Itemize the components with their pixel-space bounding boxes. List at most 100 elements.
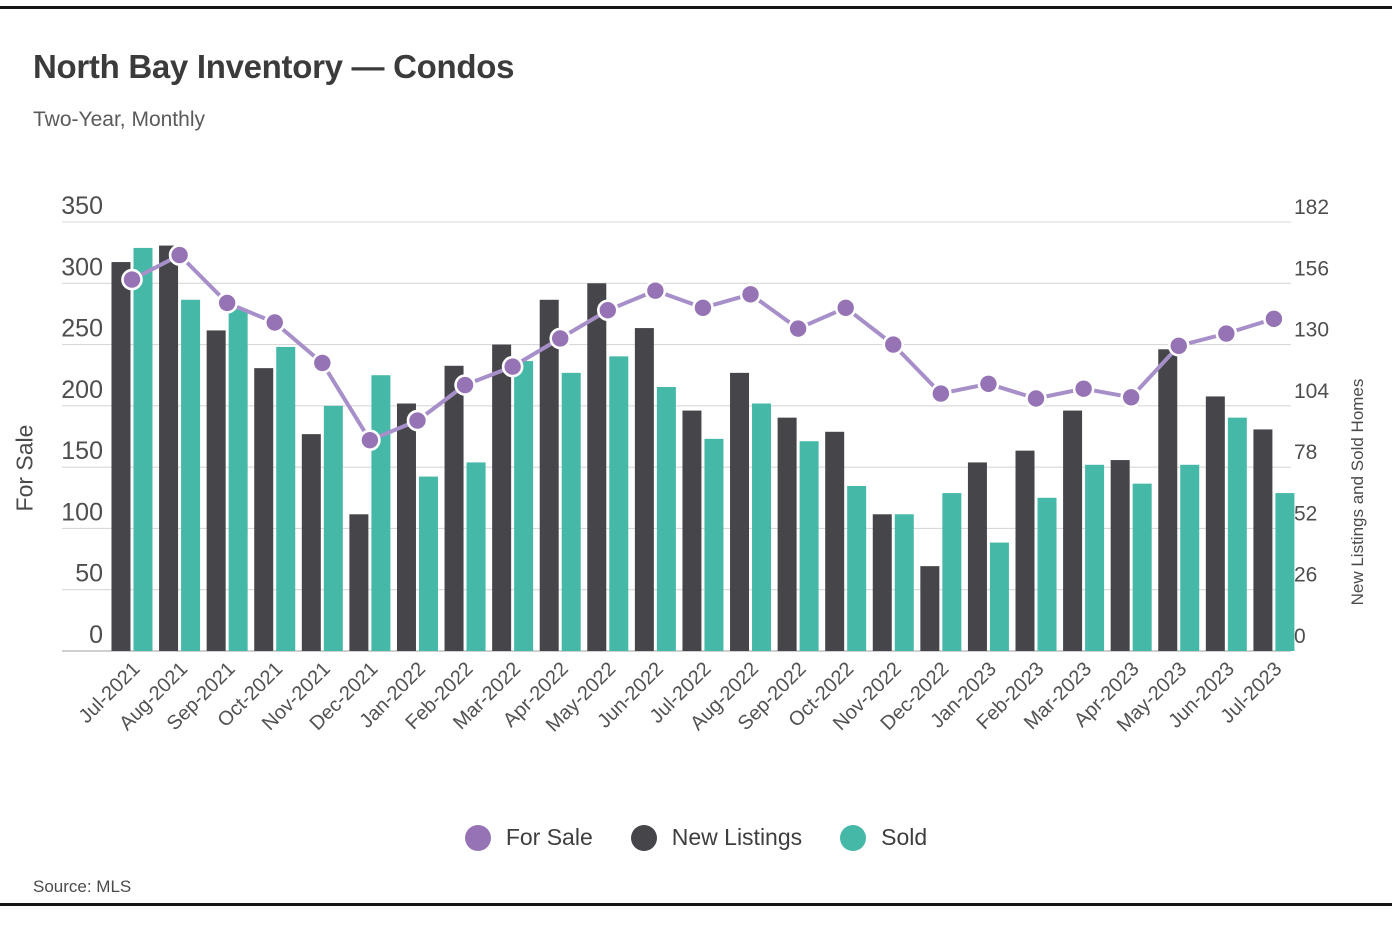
left-tick-label: 250: [61, 315, 103, 343]
source-note: Source: MLS: [33, 877, 132, 896]
left-axis-title: For Sale: [11, 424, 38, 512]
left-tick-label: 50: [75, 560, 103, 588]
sold-swatch-icon: [840, 824, 867, 851]
bar: [133, 247, 153, 651]
bar-series-new-listings: [111, 245, 1273, 652]
bar: [1253, 429, 1273, 651]
bar: [920, 566, 940, 651]
bar: [872, 514, 892, 651]
data-point: [644, 279, 667, 302]
bar: [466, 462, 486, 651]
new-listings-swatch-icon: [630, 824, 657, 851]
bar: [1275, 493, 1295, 651]
bar: [967, 462, 987, 651]
right-tick-label: 156: [1294, 257, 1329, 280]
bar: [894, 514, 914, 651]
bar: [656, 387, 676, 651]
bar: [799, 441, 819, 651]
data-point: [454, 374, 476, 396]
data-point: [1167, 334, 1190, 357]
bar: [825, 431, 845, 651]
data-point: [882, 333, 905, 356]
bar: [1205, 396, 1225, 651]
for-sale-markers: [121, 244, 1285, 451]
data-point: [977, 372, 1000, 395]
legend-label-new-listings: New Listings: [671, 824, 803, 850]
bar: [514, 361, 534, 651]
bar: [752, 403, 772, 651]
legend-item-for-sale: For Sale: [464, 824, 593, 851]
data-point: [359, 429, 381, 451]
bar: [704, 438, 724, 651]
chart-subtitle: Two-Year, Monthly: [33, 108, 205, 131]
bar: [301, 434, 321, 651]
bar-series-sold: [133, 247, 1295, 651]
bar: [418, 476, 438, 651]
legend-label-for-sale: For Sale: [505, 824, 593, 850]
bar: [1180, 464, 1200, 651]
left-axis-ticks: 0 50 100 150 200 250 300 350: [61, 192, 103, 649]
bar: [587, 283, 607, 651]
data-point: [263, 311, 286, 334]
legend-label-sold: Sold: [881, 824, 928, 850]
data-point: [1025, 387, 1047, 410]
bar: [1085, 464, 1105, 651]
bar: [1158, 349, 1178, 651]
bar: [111, 262, 131, 651]
right-tick-label: 78: [1294, 441, 1317, 464]
bar: [682, 410, 702, 651]
right-tick-label: 0: [1294, 625, 1306, 648]
bar: [323, 405, 343, 651]
right-tick-label: 130: [1294, 319, 1329, 342]
bar: [181, 299, 201, 651]
data-point: [216, 292, 238, 314]
data-point: [930, 382, 952, 405]
data-point: [1072, 377, 1095, 400]
right-axis-title: New Listings and Sold Homes: [1348, 378, 1367, 606]
data-point: [1215, 322, 1238, 345]
data-point: [596, 299, 619, 322]
left-tick-label: 0: [89, 621, 103, 649]
data-point: [739, 283, 762, 306]
data-point: [692, 297, 714, 319]
bar: [159, 245, 179, 652]
left-tick-label: 200: [61, 376, 103, 404]
data-point: [406, 409, 429, 432]
bar: [254, 368, 274, 651]
x-axis-labels: Jul-2021Aug-2021Sep-2021Oct-2021Nov-2021…: [75, 658, 1287, 736]
data-point: [168, 244, 191, 266]
bar: [989, 542, 1009, 651]
bottom-border: [0, 903, 1392, 906]
data-point: [311, 352, 334, 374]
bar: [206, 330, 226, 651]
bar: [1110, 460, 1130, 651]
bar: [349, 514, 369, 651]
bar: [492, 344, 512, 651]
data-point: [121, 268, 143, 291]
chart-plot: 0 50 100 150 200 250 300 350 0 26 52 78 104 130 156 182…: [61, 192, 1329, 736]
bar: [539, 299, 559, 651]
bar: [396, 403, 416, 651]
bar: [228, 309, 248, 651]
bar: [1132, 483, 1152, 651]
right-tick-label: 52: [1294, 502, 1317, 525]
bar: [777, 417, 797, 651]
data-point: [549, 327, 572, 350]
top-border: [0, 6, 1392, 9]
right-tick-label: 182: [1294, 196, 1329, 219]
left-tick-label: 100: [61, 498, 103, 526]
left-tick-label: 300: [61, 253, 103, 281]
bar: [609, 356, 629, 651]
right-tick-label: 104: [1294, 380, 1329, 403]
data-point: [1263, 308, 1285, 330]
bar: [730, 372, 750, 651]
left-tick-label: 350: [61, 192, 103, 220]
chart-area: 0 50 100 150 200 250 300 350 0 26 52 78 104 130 156 182…: [0, 150, 1392, 810]
for-sale-swatch-icon: [464, 824, 491, 851]
legend-item-new-listings: New Listings: [630, 824, 803, 851]
data-point: [1120, 386, 1142, 409]
bar: [561, 372, 581, 651]
bar: [1015, 450, 1035, 651]
data-point: [834, 297, 857, 319]
